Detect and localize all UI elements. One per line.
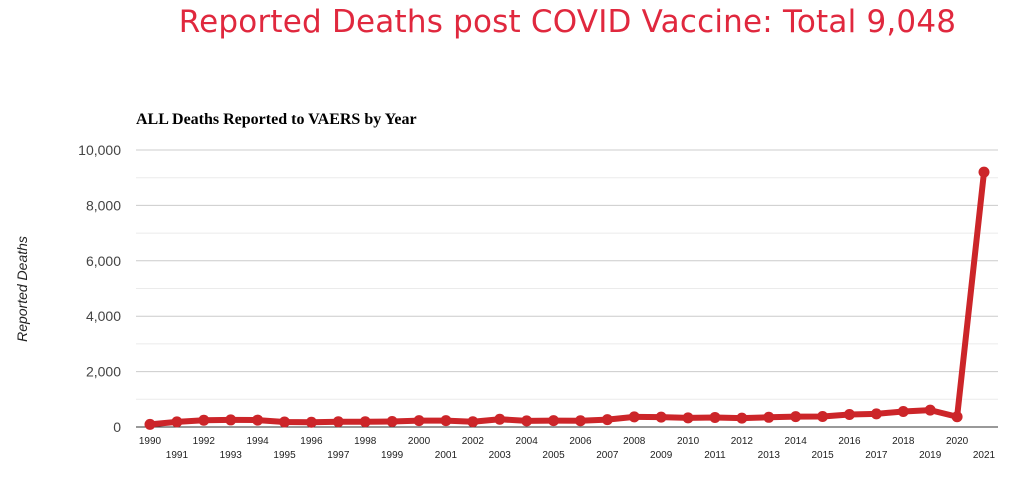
x-tick-label: 2016 xyxy=(838,436,861,447)
x-tick-label: 1996 xyxy=(300,436,323,447)
x-tick-label: 2006 xyxy=(569,436,592,447)
banner-title: Reported Deaths post COVID Vaccine: Tota… xyxy=(178,4,957,40)
x-tick-label: 1998 xyxy=(354,436,377,447)
x-tick-label: 2018 xyxy=(892,436,915,447)
x-tick-label: 2001 xyxy=(435,450,458,461)
data-point xyxy=(709,411,721,423)
x-tick-label: 1992 xyxy=(193,436,216,447)
data-point xyxy=(494,413,506,425)
data-series xyxy=(144,166,990,430)
major-gridlines xyxy=(136,149,998,428)
x-tick-label: 2003 xyxy=(489,450,512,461)
data-point xyxy=(386,415,398,427)
data-point xyxy=(225,414,237,426)
x-tick-label: 1990 xyxy=(139,436,162,447)
y-tick-labels: 0 2,000 4,000 6,000 8,000 10,000 xyxy=(78,142,121,435)
x-tick-label: 2020 xyxy=(946,436,969,447)
data-point xyxy=(279,416,291,428)
x-tick-label: 2015 xyxy=(811,450,834,461)
x-tick-label: 2007 xyxy=(596,450,619,461)
data-point xyxy=(548,415,560,427)
data-point xyxy=(951,411,963,423)
data-point xyxy=(521,415,533,427)
x-tick-label: 2002 xyxy=(462,436,485,447)
x-tick-label: 1999 xyxy=(381,450,404,461)
data-point xyxy=(171,416,183,428)
data-point xyxy=(843,409,855,421)
y-tick-label: 8,000 xyxy=(86,197,121,213)
y-tick-label: 6,000 xyxy=(86,253,121,269)
data-point xyxy=(144,418,156,430)
x-tick-label: 2013 xyxy=(758,450,781,461)
data-point xyxy=(897,405,909,417)
x-tick-label: 1995 xyxy=(273,450,296,461)
chart-title: ALL Deaths Reported to VAERS by Year xyxy=(136,111,417,128)
x-tick-label: 2009 xyxy=(650,450,673,461)
x-tick-label: 2021 xyxy=(973,450,996,461)
x-tick-label: 2019 xyxy=(919,450,942,461)
x-tick-label: 2005 xyxy=(542,450,565,461)
y-tick-label: 0 xyxy=(113,419,121,435)
x-tick-label: 2017 xyxy=(865,450,888,461)
data-point xyxy=(332,416,344,428)
data-point xyxy=(978,166,990,178)
minor-gridlines xyxy=(136,177,998,400)
data-point xyxy=(467,416,479,428)
data-point xyxy=(924,404,936,416)
x-tick-label: 2010 xyxy=(677,436,700,447)
x-tick-label: 2008 xyxy=(623,436,646,447)
data-point xyxy=(574,415,586,427)
x-tick-label: 1991 xyxy=(166,450,189,461)
x-tick-label: 1993 xyxy=(220,450,243,461)
data-point xyxy=(601,414,613,426)
x-tick-label: 2012 xyxy=(731,436,754,447)
x-tick-label: 2011 xyxy=(704,450,726,461)
x-tick-label: 2000 xyxy=(408,436,431,447)
y-tick-label: 4,000 xyxy=(86,308,121,324)
series-line xyxy=(147,169,987,428)
data-point xyxy=(198,414,210,426)
y-tick-label: 10,000 xyxy=(78,142,121,158)
data-point xyxy=(682,412,694,424)
data-point xyxy=(413,415,425,427)
data-point xyxy=(655,411,667,423)
data-point xyxy=(763,411,775,423)
data-point xyxy=(870,408,882,420)
x-tick-label: 2014 xyxy=(785,436,808,447)
data-point xyxy=(817,410,829,422)
data-point xyxy=(359,416,371,428)
x-tick-label: 2004 xyxy=(516,436,539,447)
y-axis-label: Reported Deaths xyxy=(14,236,30,342)
data-point xyxy=(790,411,802,423)
data-point xyxy=(440,415,452,427)
data-point xyxy=(736,412,748,424)
data-point xyxy=(305,416,317,428)
x-tick-label: 1994 xyxy=(246,436,269,447)
data-point xyxy=(252,414,264,426)
data-point xyxy=(628,411,640,423)
y-tick-label: 2,000 xyxy=(86,364,121,380)
x-tick-label: 1997 xyxy=(327,450,350,461)
